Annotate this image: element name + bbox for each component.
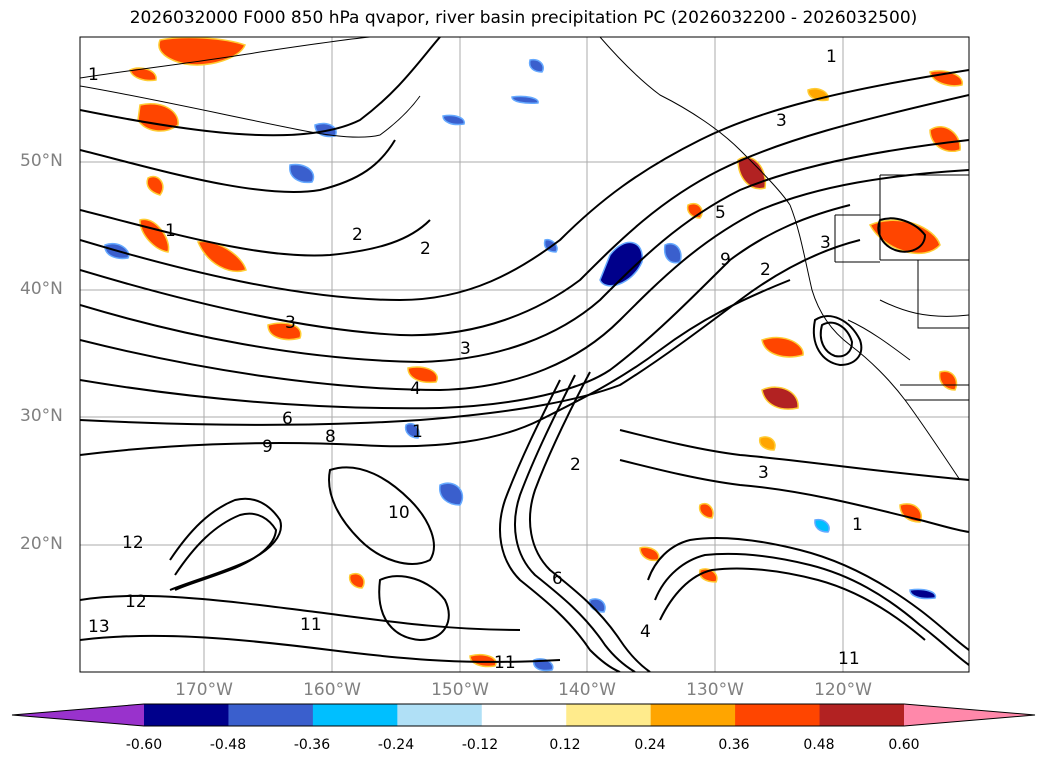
contour-labels: 1 1 1 1 1 2 2 2 2 3 3 3 3 3 4 4 5 6 6 8 … [88, 47, 863, 673]
colorbar-tick-label: -0.60 [125, 737, 163, 753]
map-title: 2026032000 F000 850 hPa qvapor, river ba… [129, 8, 918, 28]
lon-label: 120°W [814, 680, 872, 700]
blob [289, 163, 315, 184]
blob [663, 243, 682, 264]
qvapor-contours [80, 37, 969, 672]
contour-label: 2 [352, 225, 363, 245]
colorbar-tick-label: -0.48 [209, 737, 247, 753]
colorbar-tick-label: 0.48 [803, 737, 835, 753]
colorbar-segment [228, 704, 314, 726]
contour-label: 11 [300, 615, 322, 635]
blob [929, 126, 961, 152]
contour-label: 11 [838, 649, 860, 669]
contour-label: 3 [820, 233, 831, 253]
colorbar-segment [397, 704, 483, 726]
colorbar-segment [481, 704, 567, 726]
contour-label: 9 [720, 250, 731, 270]
colorbar-segment [650, 704, 736, 726]
contour-label: 13 [88, 617, 110, 637]
contour-label: 10 [388, 503, 410, 523]
colorbar-segment [312, 704, 398, 726]
colorbar-segment [735, 704, 821, 726]
contour-label: 11 [494, 653, 516, 673]
contour-label: 12 [122, 533, 144, 553]
contour-label: 2 [570, 455, 581, 475]
blob [404, 423, 420, 439]
blob [439, 482, 464, 506]
blob [737, 156, 767, 190]
blob [348, 573, 365, 589]
contour-label: 4 [640, 622, 651, 642]
lat-label: 50°N [20, 151, 63, 171]
contour-label: 1 [88, 65, 99, 85]
blob [761, 386, 799, 410]
colorbar-tick-label: 0.12 [549, 737, 581, 753]
colorbar-tick-label: 0.36 [718, 737, 750, 753]
contour-label: 3 [460, 339, 471, 359]
contour-label: 2 [420, 239, 431, 259]
colorbar-tick-label: -0.24 [377, 737, 415, 753]
blob [129, 67, 157, 82]
blob [599, 241, 643, 287]
colorbar-tick-label: -0.12 [461, 737, 499, 753]
colorbar-segment [144, 704, 229, 726]
contour-label: 6 [282, 409, 293, 429]
lon-label: 150°W [431, 680, 489, 700]
contour-label: 2 [760, 260, 771, 280]
contour-label: 12 [125, 592, 147, 612]
map-frame [79, 36, 970, 673]
contour-label: 9 [262, 437, 273, 457]
blob [137, 103, 179, 132]
contour-label: 4 [410, 379, 421, 399]
contour-label: 1 [165, 221, 176, 241]
contour-label: 3 [285, 313, 296, 333]
colorbar-tick-label: 0.24 [634, 737, 666, 753]
contour-label: 1 [412, 422, 423, 442]
colorbar-extend-min [12, 704, 144, 726]
lon-label: 170°W [175, 680, 233, 700]
blob [758, 436, 776, 451]
colorbar-segment [566, 704, 652, 726]
graticule [80, 37, 969, 672]
contour-label: 8 [325, 427, 336, 447]
precip-positive-blobs [129, 37, 963, 668]
contour-label: 1 [852, 515, 863, 535]
lon-label: 160°W [303, 680, 361, 700]
colorbar-segment [819, 704, 905, 726]
contour-label: 3 [776, 111, 787, 131]
colorbar-tick-label: 0.60 [888, 737, 920, 753]
colorbar-tick-label: -0.36 [293, 737, 331, 753]
lon-label: 130°W [686, 680, 744, 700]
lat-label: 40°N [20, 279, 63, 299]
blob [899, 503, 922, 523]
blob [528, 58, 544, 73]
colorbar-outline [11, 703, 1036, 727]
blob [407, 366, 438, 384]
contour-label: 6 [552, 569, 563, 589]
blob [146, 175, 164, 196]
contour-label: 1 [826, 47, 837, 67]
contour-label: 3 [758, 463, 769, 483]
blob [267, 322, 302, 341]
blob [698, 503, 714, 519]
colorbar [11, 703, 1036, 727]
blob [761, 336, 804, 358]
precip-negative-blobs [104, 58, 937, 672]
lat-label: 20°N [20, 534, 63, 554]
lat-label: 30°N [20, 406, 63, 426]
blob [442, 114, 465, 126]
blob [909, 588, 937, 600]
blob [511, 95, 539, 104]
blob [814, 518, 830, 533]
lon-label: 140°W [558, 680, 616, 700]
colorbar-extend-max [904, 704, 1035, 726]
contour-label: 5 [715, 203, 726, 223]
